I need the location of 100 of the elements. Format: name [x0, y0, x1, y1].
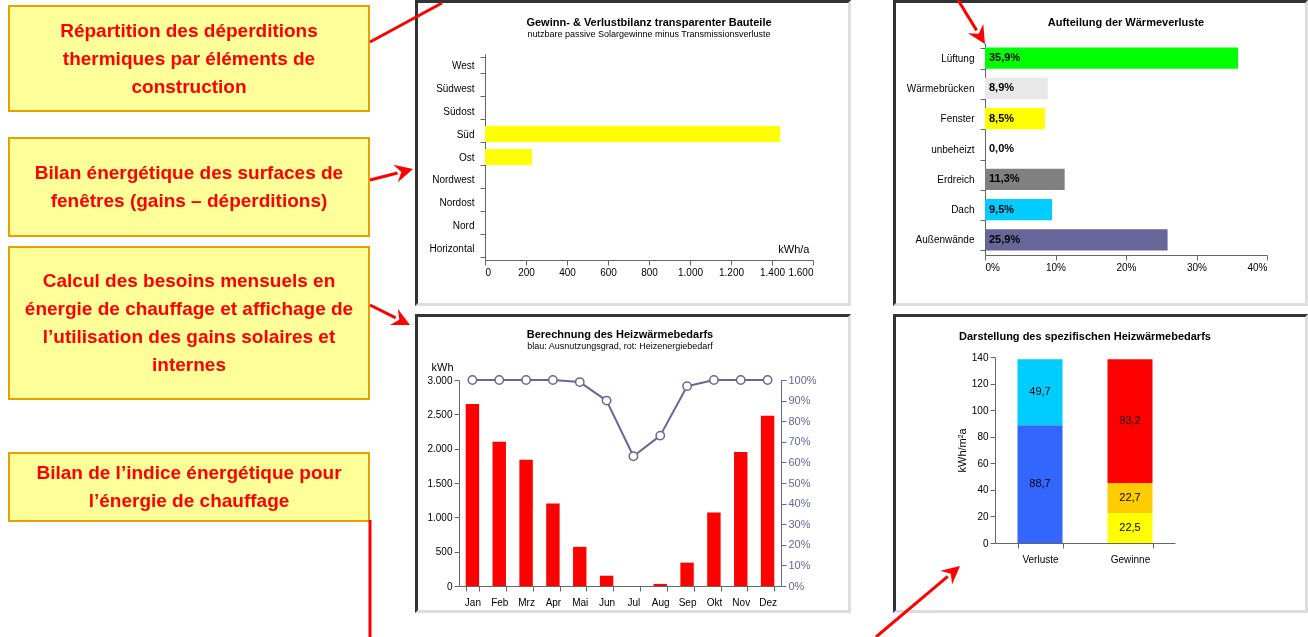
- y-tick-label: 80: [977, 431, 989, 443]
- x-tick-label: Sep: [678, 596, 697, 608]
- bar: [680, 562, 694, 586]
- y-tick-label: 1.500: [427, 477, 453, 489]
- bar: [760, 415, 775, 586]
- point: [708, 375, 719, 385]
- data-label: 25,9%: [989, 232, 1021, 245]
- bar: [734, 452, 748, 586]
- data-label: 49,7: [1029, 385, 1051, 398]
- y-tick-label: Wärmebrücken: [906, 82, 975, 94]
- x-tick-label: Dez: [759, 596, 777, 608]
- x-tick-label: 400: [559, 266, 577, 278]
- y-tick-label: Nord: [452, 220, 475, 232]
- data-label: 88,7: [1029, 477, 1051, 490]
- chart-subtitle: nutzbare passive Solargewinne minus Transmissionsverluste: [527, 29, 771, 39]
- y2-tick-label: 30%: [788, 517, 811, 530]
- y2-tick-label: 50%: [788, 476, 811, 489]
- y-tick-label: 100: [971, 404, 989, 416]
- y2-tick-label: 100%: [788, 373, 817, 386]
- x-tick-label: Jul: [627, 596, 641, 608]
- x-tick-label: 10%: [1045, 261, 1067, 273]
- chart-title: Aufteilung der Wärmeverluste: [1047, 16, 1205, 28]
- y-axis-title: kWh/m²a: [955, 427, 968, 473]
- bar: [653, 583, 667, 586]
- chart-title: Berechnung des Heizwärmebedarfs: [526, 328, 714, 340]
- y-tick-label: Südost: [443, 105, 475, 117]
- y-tick-label: Süd: [456, 128, 475, 140]
- point: [655, 430, 666, 441]
- data-label: 22,7: [1119, 491, 1141, 504]
- y-tick-label: 140: [971, 351, 989, 363]
- x-tick-label: Aug: [651, 596, 670, 608]
- data-label: 0,0%: [989, 142, 1015, 154]
- y-tick-label: Südwest: [436, 82, 475, 94]
- data-label: 8,9%: [989, 81, 1015, 94]
- point: [628, 451, 639, 462]
- bar: [492, 441, 506, 586]
- y2-tick-label: 40%: [788, 497, 811, 510]
- x-tick-label: 200: [518, 266, 536, 278]
- text: Bilan énergétique des surfaces de fenêtres (gains – déperditions): [8, 137, 370, 237]
- x-tick-label: Verluste: [1022, 553, 1059, 565]
- bar: [465, 404, 480, 586]
- point: [574, 377, 585, 387]
- y-tick-label: 2.000: [427, 443, 453, 455]
- x-tick-label: 800: [641, 266, 659, 278]
- y-tick-label: Nordost: [439, 197, 475, 209]
- y2-tick-label: 70%: [788, 435, 811, 448]
- point: [521, 375, 532, 385]
- bar: [573, 546, 587, 586]
- x-tick-label: Nov: [732, 596, 751, 608]
- x-tick-label: Apr: [545, 596, 562, 608]
- x-tick-label: 600: [600, 266, 618, 278]
- x-axis-title: kWh/a: [778, 242, 811, 255]
- bar: [707, 512, 721, 586]
- x-tick-label: 1.000: [677, 266, 704, 278]
- y-tick-label: Ost: [458, 151, 475, 163]
- x-tick-label: Jun: [599, 596, 616, 608]
- x-tick-label: 1.200: [718, 266, 745, 278]
- y-tick-label: Lüftung: [941, 52, 975, 64]
- point: [682, 381, 693, 392]
- x-tick-label: Gewinne: [1110, 553, 1151, 565]
- y-tick-label: Dach: [951, 204, 975, 216]
- y-tick-label: 0: [446, 580, 453, 592]
- data-label: 93,2: [1119, 414, 1141, 427]
- x-tick-label: 20%: [1116, 261, 1137, 273]
- y-tick-label: 1.000: [427, 511, 453, 523]
- x-tick-label: Mrz: [518, 596, 535, 608]
- y-tick-label: Horizontal: [429, 243, 475, 255]
- y-tick-label: 500: [435, 546, 453, 558]
- x-tick-label: Mai: [572, 596, 589, 608]
- y-tick-label: 20: [977, 510, 989, 522]
- y-tick-label: Fenster: [940, 113, 976, 125]
- data-label: 22,5: [1119, 521, 1141, 534]
- text: Calcul des besoins mensuels en énergie de chauffage et affichage de l’utilisation des gains solaires et internes: [8, 246, 370, 400]
- y-tick-label: 40: [977, 484, 989, 496]
- bar: [519, 459, 533, 586]
- y2-tick-label: 90%: [788, 394, 811, 407]
- x-tick-label: 1.400: [759, 266, 786, 278]
- y-tick-label: 120: [971, 378, 989, 390]
- y-tick-label: Erdreich: [937, 173, 975, 185]
- y2-tick-label: 20%: [788, 538, 811, 551]
- x-tick-label: 0: [485, 266, 492, 278]
- point: [762, 375, 773, 385]
- chart-title: Gewinn- & Verlustbilanz transparenter Bauteile: [526, 16, 772, 28]
- y-tick-label: 60: [977, 457, 989, 469]
- y-tick-label: Außenwände: [915, 234, 975, 246]
- y-tick-label: 0: [982, 537, 989, 549]
- y2-tick-label: 0%: [788, 579, 805, 592]
- text: Répartition des déperditions thermiques par éléments de construction: [8, 5, 370, 112]
- y-tick-label: 3.000: [427, 374, 453, 386]
- chart-subtitle: blau: Ausnutzungsgrad, rot: Heizenergiebedarf: [527, 341, 714, 351]
- data-label: 35,9%: [989, 51, 1021, 64]
- x-tick-label: 40%: [1247, 261, 1268, 273]
- point: [547, 375, 558, 385]
- point: [735, 375, 746, 385]
- chart-title: Darstellung des spezifischen Heizwärmebedarfs: [959, 330, 1211, 342]
- bar: [599, 575, 614, 586]
- data-label: 9,5%: [989, 202, 1015, 215]
- x-tick-label: Okt: [706, 596, 723, 608]
- data-label: 11,3%: [989, 172, 1020, 185]
- y-tick-label: unbeheizt: [931, 143, 975, 155]
